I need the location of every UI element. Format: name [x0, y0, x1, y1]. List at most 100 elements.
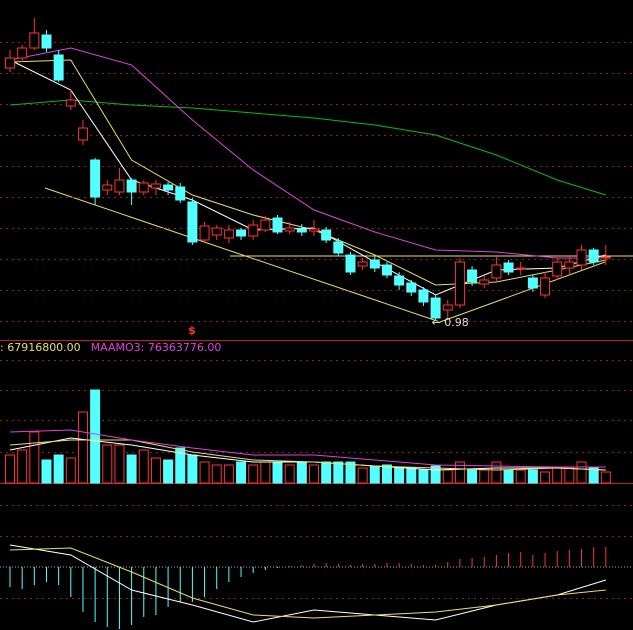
volume-bar — [260, 461, 271, 484]
legend-entry: MAAMO3: 76363776.00 — [91, 341, 222, 354]
candle-body — [588, 249, 599, 263]
candle-body — [491, 264, 502, 279]
volume-bar — [406, 467, 417, 484]
volume-bar — [503, 469, 514, 484]
candle-body — [369, 259, 380, 269]
volume-bar — [588, 467, 599, 484]
candle-body — [394, 275, 405, 286]
volume-bar — [138, 449, 149, 484]
annotation: ← 0.98 — [432, 316, 469, 329]
line-series — [9, 547, 606, 619]
legend-entry: MAAMO2: 67916800.00 — [0, 341, 81, 354]
volume-bar — [527, 469, 538, 484]
volume-bar — [187, 454, 198, 484]
candle-body — [272, 217, 283, 233]
marker: $ — [188, 324, 196, 337]
volume-bar — [284, 464, 295, 484]
volume-bar — [467, 469, 478, 484]
candle-body — [53, 54, 64, 81]
candle-body — [503, 262, 514, 273]
volume-bar — [394, 467, 405, 484]
volume-bar — [41, 459, 52, 484]
candle-body — [223, 229, 234, 239]
candle-body — [564, 261, 575, 269]
candle-body — [527, 277, 538, 289]
candle-body — [65, 99, 76, 107]
volume-bar — [442, 469, 453, 484]
volume-bar — [102, 444, 113, 484]
candle-body — [345, 254, 356, 273]
candle-body — [357, 261, 368, 267]
volume-bar — [248, 464, 259, 484]
volume-bar — [211, 464, 222, 484]
volume-bar — [309, 464, 319, 484]
candle-body — [418, 289, 429, 303]
candle-body — [114, 179, 125, 193]
volume-bar — [552, 467, 563, 484]
candle-body — [41, 34, 52, 49]
volume-bar — [345, 461, 356, 484]
candle-body — [515, 267, 526, 270]
candle-body — [17, 47, 28, 59]
volume-bar — [77, 411, 88, 484]
volume-bar — [540, 471, 551, 484]
volume-bar — [369, 465, 380, 484]
candle-body — [5, 57, 15, 69]
volume-bar — [479, 469, 490, 484]
volume-bar — [321, 461, 332, 484]
volume-bar — [418, 469, 429, 484]
volume-bar — [272, 461, 283, 484]
volume-bar — [29, 431, 40, 484]
volume-bar — [163, 459, 174, 484]
candle-body — [576, 249, 587, 266]
candle-body — [175, 186, 186, 201]
volume-bar — [515, 469, 526, 484]
candle-body — [260, 219, 271, 231]
line-series — [9, 47, 606, 259]
volume-bar — [491, 461, 502, 484]
candle-body — [479, 279, 490, 285]
candle-body — [126, 179, 137, 193]
volume-bar — [17, 449, 28, 484]
volume-bar — [223, 464, 234, 484]
volume-bar — [114, 444, 125, 484]
line-series — [9, 429, 606, 468]
candle-body — [284, 227, 295, 232]
volume-bar — [564, 467, 575, 484]
volume-bar — [454, 461, 465, 484]
candle-body — [540, 277, 551, 296]
volume-bar — [430, 465, 441, 484]
volume-bar — [53, 454, 64, 484]
volume-bar — [296, 461, 307, 484]
candle-body — [102, 184, 113, 191]
volume-bar — [333, 461, 344, 484]
candle-body — [454, 261, 465, 306]
candle-body — [430, 297, 441, 319]
volume-bar — [357, 467, 368, 484]
trend-line — [439, 261, 606, 323]
candle-body — [199, 225, 210, 241]
candle-body — [150, 183, 161, 189]
candle-body — [296, 228, 307, 233]
candle-body — [90, 159, 101, 198]
volume-bar — [175, 447, 186, 484]
volume-bar — [199, 461, 210, 484]
volume-bar — [600, 471, 611, 484]
candle-body — [309, 228, 319, 232]
volume-bar — [5, 454, 15, 484]
volume-bar — [150, 457, 161, 484]
candle-body — [333, 241, 344, 254]
volume-bar — [576, 461, 587, 484]
trend-line — [44, 187, 441, 323]
candle-body — [248, 224, 259, 237]
candle-body — [138, 182, 149, 193]
candle-body — [187, 201, 198, 243]
candle-body — [77, 127, 88, 141]
volume-bar — [236, 461, 247, 484]
line-series — [9, 439, 606, 471]
candle-body — [552, 261, 563, 277]
candle-body — [236, 229, 247, 237]
candle-body — [163, 184, 174, 191]
